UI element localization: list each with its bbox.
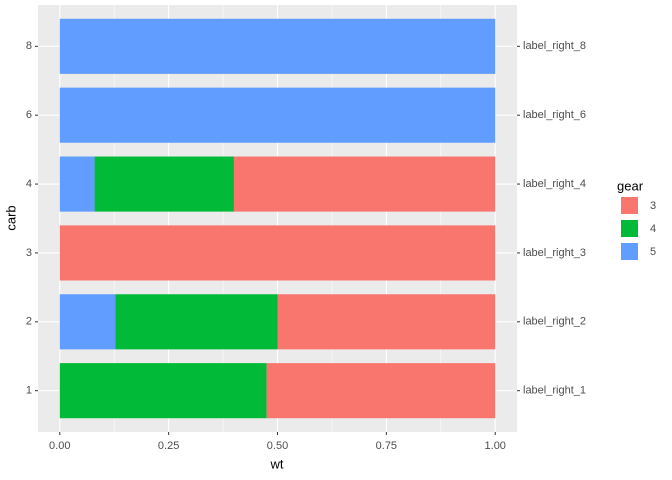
legend-label: 4 [650,223,656,235]
y2-tick-label: label_right_4 [523,178,586,190]
x-tick-label: 0.00 [49,440,70,452]
bar-segment [115,294,278,350]
y-axis-title: carb [3,205,18,230]
bar-segment [266,363,496,419]
y2-tick-label: label_right_6 [523,109,586,121]
legend-title: gear [617,178,644,193]
legend-key [621,197,638,214]
bar-segment [59,294,116,350]
legend-label: 3 [650,200,656,212]
legend-label: 5 [650,246,656,258]
bar-segment [233,156,496,212]
bar-segment [59,156,95,212]
bar-segment [59,363,267,419]
bar-segment [59,18,496,74]
x-tick-label: 0.50 [267,440,288,452]
y-tick-label: 8 [26,40,32,52]
y-tick-label: 1 [26,385,32,397]
bar-segment [59,225,496,281]
x-tick-label: 0.25 [158,440,179,452]
y2-tick-label: label_right_3 [523,247,586,259]
y-tick-label: 4 [26,178,32,190]
bar-segment [277,294,496,350]
legend-key [621,243,638,260]
x-tick-label: 1.00 [485,440,506,452]
y2-tick-label: label_right_1 [523,385,586,397]
y2-tick-label: label_right_2 [523,316,586,328]
y-tick-label: 2 [26,316,32,328]
x-tick-label: 0.75 [376,440,397,452]
x-axis-title: wt [270,456,284,471]
y-tick-label: 3 [26,247,32,259]
legend-key [621,220,638,237]
y2-tick-label: label_right_8 [523,40,586,52]
y-tick-label: 6 [26,109,32,121]
bar-segment [94,156,234,212]
bar-segment [59,87,496,143]
